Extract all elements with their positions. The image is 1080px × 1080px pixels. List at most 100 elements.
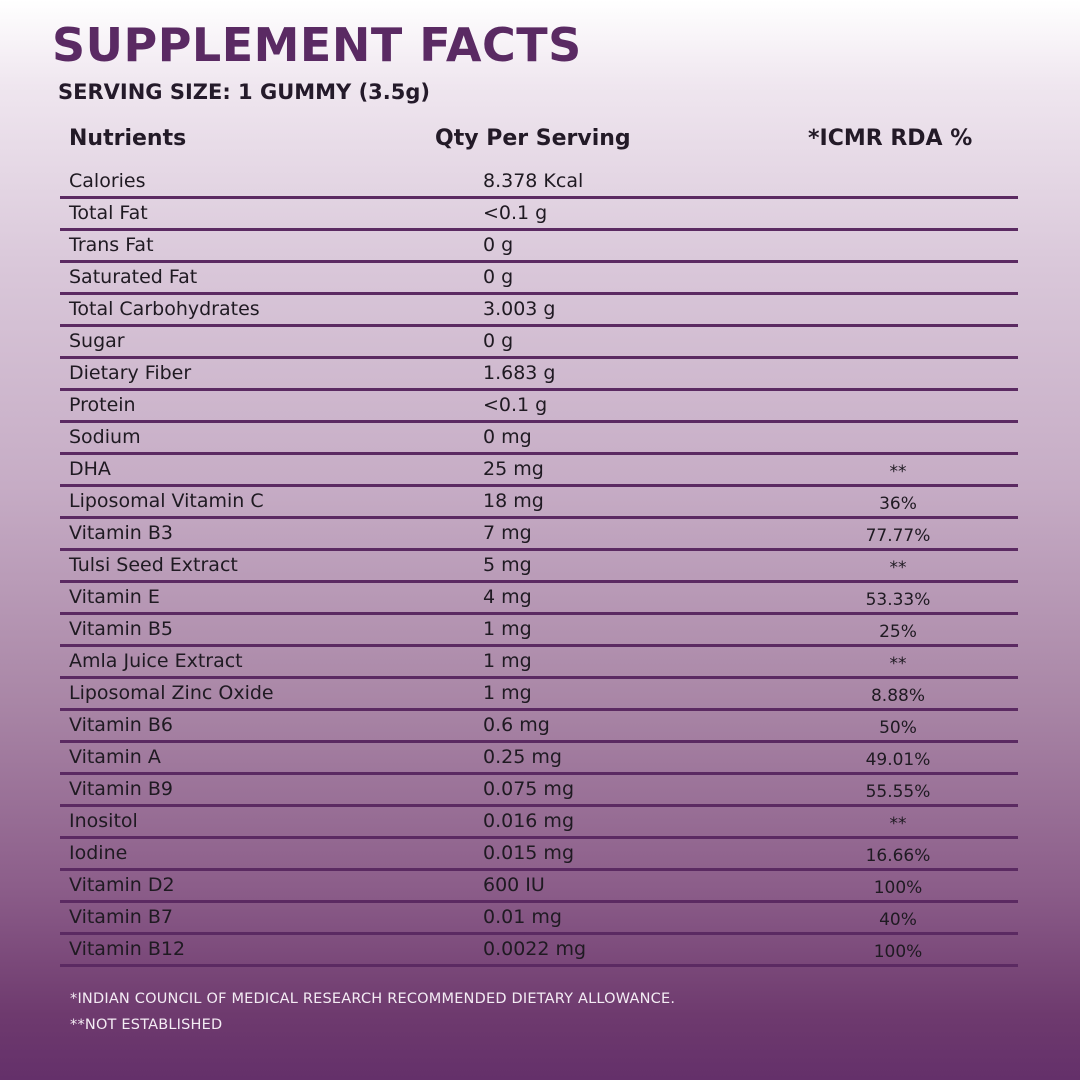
column-header-nutrients: Nutrients <box>69 126 187 151</box>
nutrient-rda: 25% <box>879 622 917 642</box>
table-row: Iodine 0.015 mg 16.66% <box>0 838 1080 871</box>
row-divider <box>60 260 1018 263</box>
table-row: Vitamin B3 7 mg 77.77% <box>0 518 1080 551</box>
row-divider <box>60 740 1018 743</box>
nutrient-name: Saturated Fat <box>69 266 198 288</box>
table-row: Protein <0.1 g <box>0 390 1080 423</box>
nutrient-rda: 53.33% <box>865 590 931 610</box>
nutrient-qty: 1 mg <box>483 682 532 704</box>
nutrient-rda: 40% <box>879 910 917 930</box>
table-row: Vitamin B6 0.6 mg 50% <box>0 710 1080 743</box>
row-divider <box>60 708 1018 711</box>
row-divider <box>60 484 1018 487</box>
nutrient-name: Sugar <box>69 330 125 352</box>
table-row: Calories 8.378 Kcal <box>0 166 1080 199</box>
row-divider <box>60 612 1018 615</box>
table-row: Vitamin E 4 mg 53.33% <box>0 582 1080 615</box>
nutrient-rda: 8.88% <box>870 686 925 706</box>
table-row: Vitamin A 0.25 mg 49.01% <box>0 742 1080 775</box>
nutrient-rda: 36% <box>879 494 917 514</box>
nutrient-name: Amla Juice Extract <box>69 650 243 672</box>
nutrient-qty: 1.683 g <box>483 362 556 384</box>
row-divider <box>60 644 1018 647</box>
footnote-not-established: **NOT ESTABLISHED <box>70 1017 223 1033</box>
nutrient-name: Total Fat <box>69 202 148 224</box>
row-divider <box>60 228 1018 231</box>
nutrient-rda: 100% <box>873 878 923 898</box>
nutrient-qty: 0 g <box>483 330 514 352</box>
column-header-rda: *ICMR RDA % <box>808 126 973 151</box>
nutrient-qty: 0.6 mg <box>483 714 550 736</box>
nutrient-name: Liposomal Vitamin C <box>69 490 264 512</box>
row-divider <box>60 676 1018 679</box>
nutrient-name: Vitamin B7 <box>69 906 173 928</box>
nutrient-qty: <0.1 g <box>483 394 548 416</box>
nutrient-qty: 0 mg <box>483 426 532 448</box>
nutrient-qty: 4 mg <box>483 586 532 608</box>
nutrient-qty: 0 g <box>483 234 514 256</box>
row-divider <box>60 804 1018 807</box>
nutrient-qty: 7 mg <box>483 522 532 544</box>
nutrient-name: Liposomal Zinc Oxide <box>69 682 274 704</box>
nutrient-name: Protein <box>69 394 136 416</box>
nutrient-qty: 0.016 mg <box>483 810 575 832</box>
table-row: Vitamin B5 1 mg 25% <box>0 614 1080 647</box>
nutrient-rda: 55.55% <box>865 782 931 802</box>
nutrient-qty: 0.075 mg <box>483 778 575 800</box>
nutrient-qty: 5 mg <box>483 554 532 576</box>
table-row: Dietary Fiber 1.683 g <box>0 358 1080 391</box>
table-row: Sodium 0 mg <box>0 422 1080 455</box>
nutrient-name: Vitamin B9 <box>69 778 173 800</box>
nutrient-name: Iodine <box>69 842 128 864</box>
row-divider <box>60 196 1018 199</box>
nutrient-rda: 77.77% <box>865 526 931 546</box>
nutrient-qty: 0 g <box>483 266 514 288</box>
row-divider <box>60 548 1018 551</box>
row-divider <box>60 356 1018 359</box>
row-divider <box>60 932 1018 935</box>
nutrient-qty: 1 mg <box>483 618 532 640</box>
table-row: Liposomal Zinc Oxide 1 mg 8.88% <box>0 678 1080 711</box>
row-divider <box>60 868 1018 871</box>
table-row: Sugar 0 g <box>0 326 1080 359</box>
nutrient-name: Vitamin D2 <box>69 874 175 896</box>
nutrient-rda: ** <box>889 654 907 674</box>
table-row: Total Carbohydrates 3.003 g <box>0 294 1080 327</box>
table-row: Vitamin B7 0.01 mg 40% <box>0 902 1080 935</box>
table-row: Vitamin B9 0.075 mg 55.55% <box>0 774 1080 807</box>
row-divider <box>60 900 1018 903</box>
nutrient-rda: 16.66% <box>865 846 931 866</box>
nutrient-name: Vitamin B5 <box>69 618 173 640</box>
nutrient-name: Tulsi Seed Extract <box>69 554 238 576</box>
nutrient-name: Calories <box>69 170 146 192</box>
nutrient-qty: 8.378 Kcal <box>483 170 584 192</box>
row-divider <box>60 292 1018 295</box>
nutrient-qty: 18 mg <box>483 490 544 512</box>
nutrient-name: Vitamin B12 <box>69 938 186 960</box>
row-divider <box>60 516 1018 519</box>
table-header: Nutrients Qty Per Serving *ICMR RDA % <box>0 124 1080 158</box>
nutrient-name: Inositol <box>69 810 138 832</box>
nutrient-name: Total Carbohydrates <box>69 298 260 320</box>
nutrient-qty: 0.015 mg <box>483 842 575 864</box>
nutrient-name: DHA <box>69 458 111 480</box>
nutrient-qty: 25 mg <box>483 458 544 480</box>
nutrient-name: Vitamin B3 <box>69 522 173 544</box>
row-divider <box>60 836 1018 839</box>
serving-size: SERVING SIZE: 1 GUMMY (3.5g) <box>58 80 431 104</box>
nutrient-qty: 0.01 mg <box>483 906 562 928</box>
table-row: Liposomal Vitamin C 18 mg 36% <box>0 486 1080 519</box>
nutrient-qty: 0.0022 mg <box>483 938 587 960</box>
row-divider <box>60 772 1018 775</box>
footnote-icmr: *INDIAN COUNCIL OF MEDICAL RESEARCH RECO… <box>70 991 676 1007</box>
table-row: Trans Fat 0 g <box>0 230 1080 263</box>
nutrient-qty: 600 IU <box>483 874 545 896</box>
nutrient-rda: 50% <box>879 718 917 738</box>
nutrient-name: Vitamin A <box>69 746 161 768</box>
table-row: Total Fat <0.1 g <box>0 198 1080 231</box>
nutrient-name: Vitamin E <box>69 586 160 608</box>
nutrient-name: Sodium <box>69 426 141 448</box>
nutrient-qty: 0.25 mg <box>483 746 562 768</box>
nutrient-qty: 1 mg <box>483 650 532 672</box>
row-divider <box>60 388 1018 391</box>
